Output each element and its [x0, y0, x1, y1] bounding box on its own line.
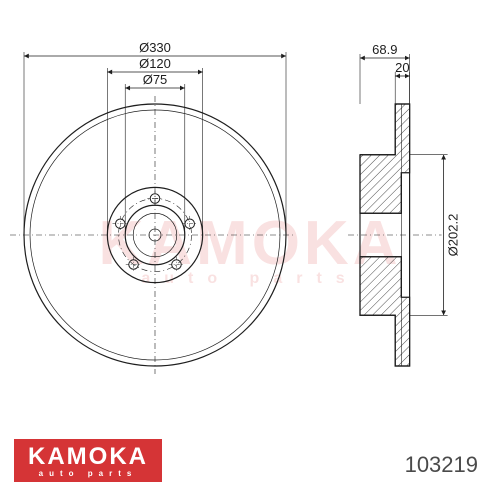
brand-name: KAMOKA — [28, 445, 148, 469]
brand-logo: KAMOKA auto parts — [14, 439, 162, 482]
brand-subtitle: auto parts — [28, 469, 148, 478]
svg-text:Ø202.2: Ø202.2 — [446, 214, 461, 257]
svg-text:Ø120: Ø120 — [139, 56, 171, 71]
svg-text:Ø75: Ø75 — [143, 72, 168, 87]
part-number: 103219 — [405, 452, 478, 478]
svg-text:20: 20 — [395, 60, 409, 75]
front-view — [10, 96, 294, 374]
svg-text:Ø330: Ø330 — [139, 40, 171, 55]
diagram-canvas: KAMOKA auto parts Ø330Ø120Ø75 68.9 20 Ø202.… — [0, 0, 500, 500]
side-view — [348, 104, 442, 366]
svg-text:68.9: 68.9 — [372, 42, 397, 57]
technical-drawing: Ø330Ø120Ø75 68.9 20 Ø202.2 — [0, 0, 500, 500]
